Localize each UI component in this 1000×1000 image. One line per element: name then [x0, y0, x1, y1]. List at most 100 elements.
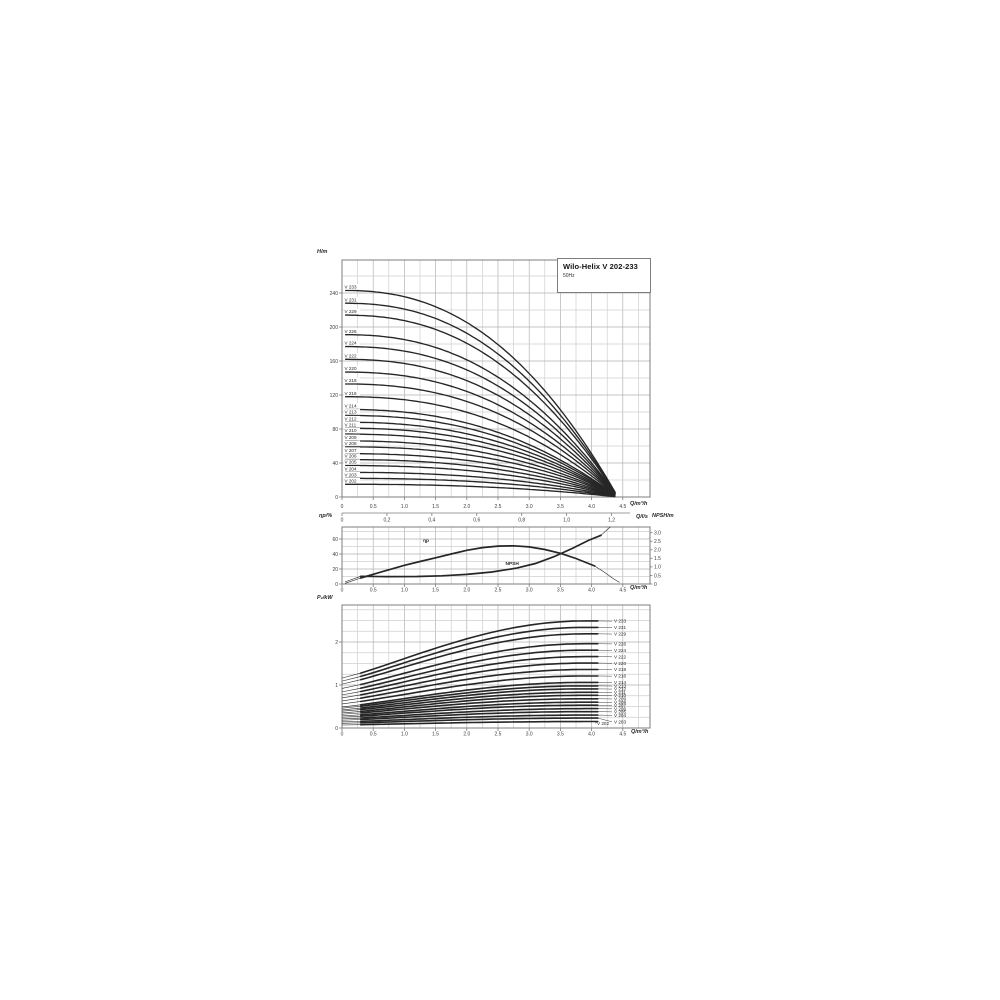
tick-label: V 205	[345, 460, 357, 465]
curve-v-205	[359, 710, 599, 721]
curve-v-206	[345, 458, 616, 497]
tick-label: V 218	[614, 667, 626, 672]
curve-v-216	[359, 675, 599, 703]
tick-label: V 222	[345, 353, 357, 358]
curve-v-207	[359, 704, 599, 718]
flow-axis-label-lps: Q/l/s	[636, 514, 648, 520]
tick-label: 0,2	[383, 518, 390, 524]
tick-label: 1.5	[432, 504, 439, 510]
tick-label: 2.5	[495, 588, 502, 594]
tick-label: 2.0	[463, 732, 470, 738]
tick-label: V 202	[345, 478, 357, 483]
curve-v-203	[359, 717, 599, 724]
tick-label: V 209	[614, 696, 626, 701]
tick-label: 1.0	[401, 588, 408, 594]
curve-v-208	[345, 446, 616, 497]
tick-label: V 202	[597, 721, 609, 726]
tick-label: V 226	[345, 329, 357, 334]
tick-label: V 233	[614, 619, 626, 624]
curve-v-233	[359, 620, 599, 674]
tick-label: 3.0	[526, 732, 533, 738]
tick-label: V 216	[345, 391, 357, 396]
curve-v-205	[345, 464, 616, 497]
tick-label: 0,4	[428, 518, 435, 524]
flow-axis-label-mid: Q/m³/h	[630, 585, 648, 591]
tick-label: 20	[332, 567, 338, 573]
tick-label: 0	[335, 495, 338, 501]
tick-label: V 231	[345, 297, 357, 302]
tick-label: V 208	[614, 700, 626, 705]
efficiency-axis-label: ηp/%	[319, 513, 333, 519]
curve-v-231	[359, 626, 599, 678]
tick-label: 2.5	[654, 539, 661, 545]
tick-label: V 222	[614, 654, 626, 659]
curve-v-216	[345, 396, 616, 496]
curve-v-220	[345, 371, 616, 495]
tick-label: 2.5	[495, 504, 502, 510]
tick-label: 0.5	[370, 588, 377, 594]
curve-v-211	[345, 427, 616, 497]
tick-label: 4.5	[619, 504, 626, 510]
curve-v-226	[359, 642, 599, 686]
grid-power-chart	[341, 604, 651, 729]
tick-label: 4.0	[588, 732, 595, 738]
tick-label: 240	[330, 291, 339, 297]
tick-label: V 203	[345, 472, 357, 477]
curve-eta	[359, 544, 596, 579]
curve-v-213	[345, 414, 616, 496]
tick-label: V 231	[614, 625, 626, 630]
curve-v-204	[345, 471, 616, 498]
tick-label: 1.0	[654, 565, 661, 571]
tick-label: V 218	[345, 378, 357, 383]
tick-label: V 207	[614, 703, 626, 708]
curve-v-231	[345, 302, 616, 494]
tick-label: 3.0	[526, 504, 533, 510]
tick-label: 40	[332, 461, 338, 467]
curve-v-210	[345, 433, 616, 497]
tick-label: V 208	[345, 441, 357, 446]
tick-label: V 226	[614, 641, 626, 646]
tick-label: V 207	[345, 448, 357, 453]
tick-label: 4.0	[588, 504, 595, 510]
curve-v-224	[359, 649, 599, 690]
title-box: Wilo-Helix V 202-233 50Hz	[557, 258, 651, 293]
curve-v-208	[359, 701, 599, 716]
grid-efficiency-chart	[341, 526, 651, 585]
tick-label: 3.0	[526, 588, 533, 594]
tick-label: 0.5	[654, 573, 661, 579]
tick-label: 0	[341, 588, 344, 594]
tick-label: V 214	[614, 680, 626, 685]
tick-label: ηp	[423, 539, 429, 544]
tick-label: 1.0	[401, 504, 408, 510]
tick-label: V 220	[614, 661, 626, 666]
curve-v-204	[359, 714, 599, 723]
curve-v-210	[359, 694, 599, 713]
tick-label: 1	[335, 683, 338, 689]
tick-label: V 204	[345, 466, 357, 471]
tick-label: V 212	[345, 416, 357, 421]
head-flow-curve-labels: V 233 V 231 V 229 V 226 V 224 V 222 V 220 V 218…	[343, 284, 360, 483]
curve-v-211	[359, 691, 599, 711]
tick-label: 4.5	[619, 732, 626, 738]
tick-label: 1.5	[432, 732, 439, 738]
tick-label: 160	[330, 359, 339, 365]
curve-v-218	[345, 383, 616, 496]
tick-label: V 203	[614, 719, 626, 724]
tick-label: 2.0	[654, 548, 661, 554]
tick-label: V 204	[614, 713, 626, 718]
tick-label: 60	[332, 537, 338, 543]
curve-v-212	[359, 688, 599, 709]
curve-v-206	[359, 707, 599, 719]
head-flow-curves	[345, 289, 616, 498]
tick-label: 2.0	[463, 588, 470, 594]
tick-label: 0	[335, 582, 338, 588]
tick-label: V 211	[345, 422, 357, 427]
tick-label: V 224	[345, 341, 357, 346]
tick-label: 0	[341, 504, 344, 510]
tick-label: 0.5	[370, 504, 377, 510]
tick-label: 200	[330, 325, 339, 331]
tick-label: 1,2	[608, 518, 615, 524]
curve-v-226	[345, 334, 616, 494]
